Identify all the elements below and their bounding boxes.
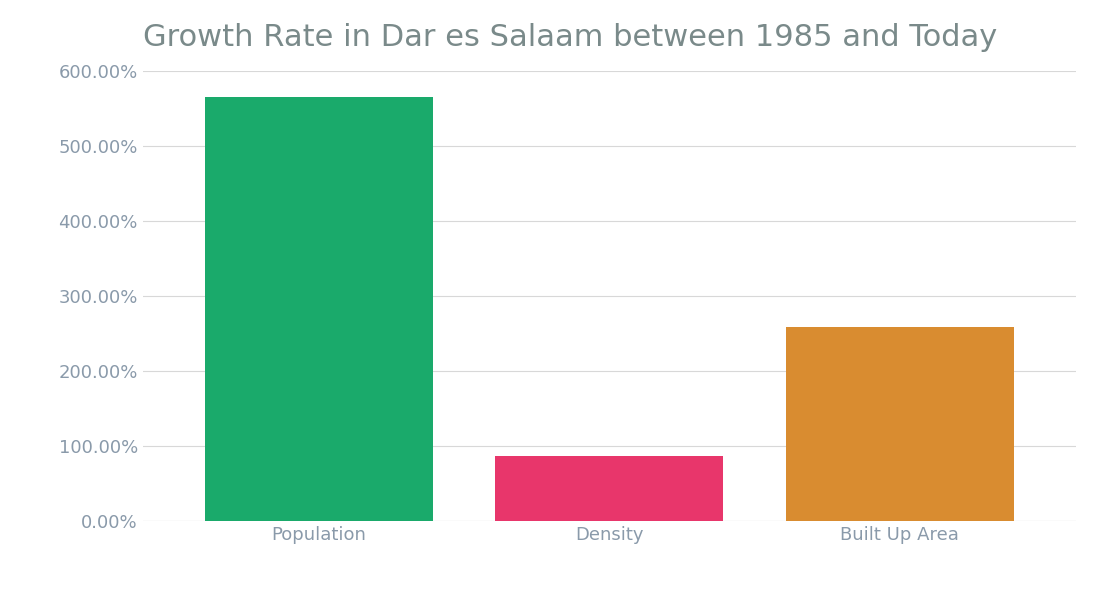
Bar: [495, 456, 724, 521]
Bar: [786, 327, 1013, 521]
Bar: [205, 97, 433, 521]
Text: Growth Rate in Dar es Salaam between 1985 and Today: Growth Rate in Dar es Salaam between 198…: [143, 23, 997, 52]
